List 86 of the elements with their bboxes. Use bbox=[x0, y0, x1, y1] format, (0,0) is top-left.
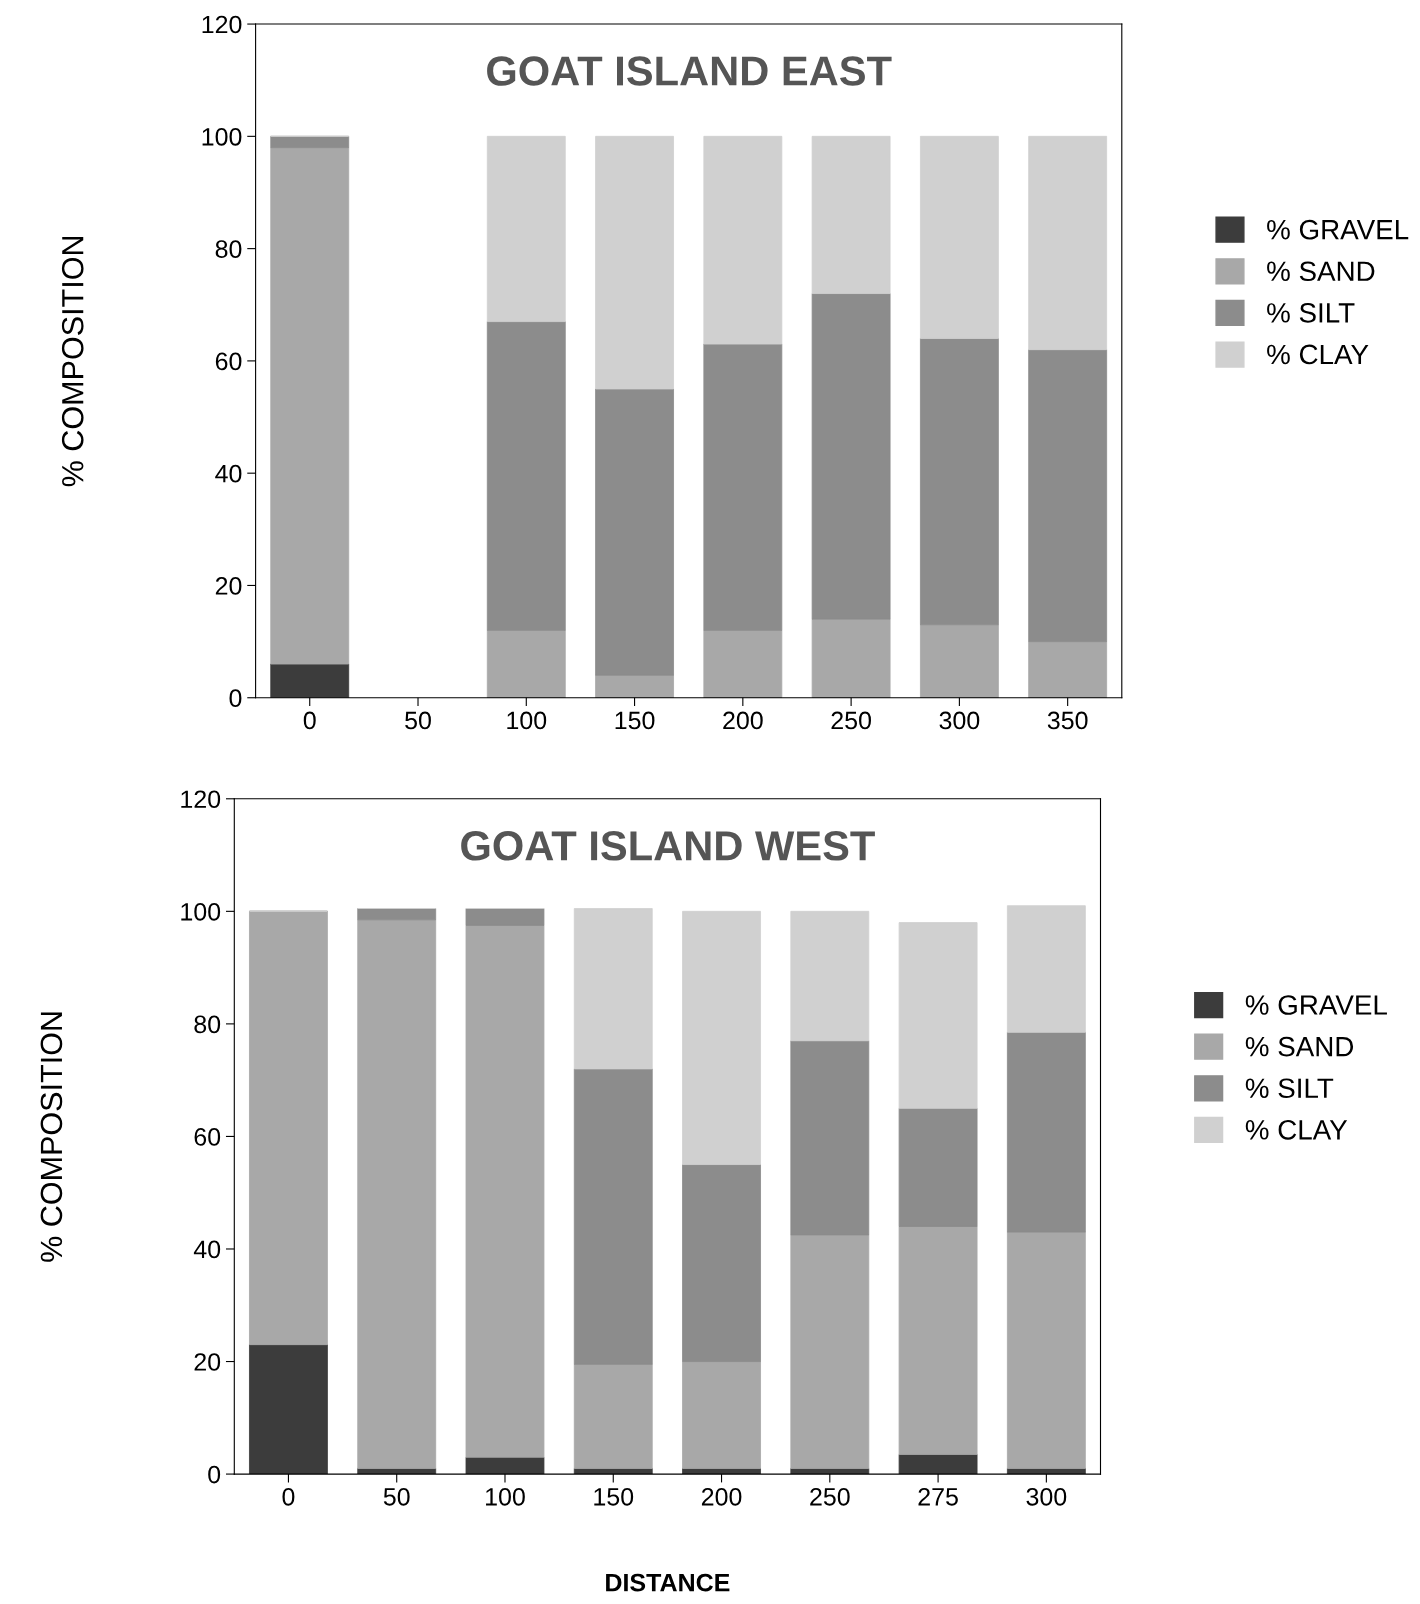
y-axis-title: % COMPOSITION bbox=[40, 1012, 63, 1262]
y-tick-label: 40 bbox=[215, 464, 242, 483]
bar bbox=[1028, 135, 1108, 351]
bar bbox=[682, 1361, 761, 1469]
legend-label: % GRAVEL bbox=[1245, 995, 1387, 1015]
x-tick-label: 300 bbox=[1026, 1487, 1067, 1506]
x-tick-label: 250 bbox=[810, 1487, 850, 1506]
bar bbox=[249, 1344, 328, 1475]
bar bbox=[486, 629, 566, 698]
bar bbox=[595, 674, 674, 698]
bar bbox=[486, 135, 566, 323]
y-tick-label: 0 bbox=[208, 1465, 221, 1484]
legend-label: % GRAVEL bbox=[1267, 219, 1409, 240]
legend-label: % SAND bbox=[1267, 261, 1375, 282]
bar bbox=[898, 1107, 978, 1227]
bar bbox=[573, 1068, 653, 1365]
bar bbox=[270, 663, 350, 698]
bar bbox=[682, 1164, 761, 1362]
bar bbox=[703, 135, 783, 345]
x-tick-label: 300 bbox=[939, 711, 980, 730]
text: GOAT ISLAND WEST bbox=[461, 831, 875, 861]
bar bbox=[595, 388, 674, 676]
x-tick-label: 50 bbox=[405, 711, 431, 730]
bar bbox=[790, 910, 870, 1042]
x-tick-label: 275 bbox=[918, 1487, 958, 1506]
bar bbox=[357, 919, 437, 1469]
x-tick-label: 150 bbox=[615, 711, 655, 730]
x-axis-title: DISTANCE bbox=[606, 1573, 730, 1592]
bar bbox=[573, 908, 653, 1070]
bar bbox=[898, 1226, 978, 1455]
bar bbox=[1006, 1031, 1086, 1233]
bar bbox=[811, 293, 891, 620]
x-tick-label: 200 bbox=[723, 711, 763, 730]
bar bbox=[1028, 349, 1108, 643]
bar bbox=[811, 618, 891, 698]
y-tick-label: 60 bbox=[215, 352, 242, 371]
y-tick-label: 100 bbox=[202, 127, 242, 146]
y-tick-label: 120 bbox=[181, 790, 221, 809]
bar bbox=[703, 343, 783, 631]
y-tick-label: 100 bbox=[181, 902, 221, 921]
bar bbox=[790, 1234, 870, 1469]
y-tick-label: 20 bbox=[194, 1353, 221, 1371]
bar bbox=[811, 135, 891, 294]
bar bbox=[919, 338, 999, 626]
bar bbox=[270, 135, 350, 148]
y-tick-label: 20 bbox=[215, 577, 242, 595]
y-tick-label: 80 bbox=[194, 1015, 221, 1034]
bar bbox=[682, 910, 761, 1165]
bar bbox=[898, 1453, 978, 1475]
bar bbox=[595, 135, 674, 390]
x-tick-label: 0 bbox=[303, 711, 316, 730]
legend-label: % SILT bbox=[1245, 1078, 1334, 1099]
text: GOAT ISLAND EAST bbox=[487, 56, 892, 86]
y-tick-label: 120 bbox=[202, 15, 242, 34]
x-tick-label: 50 bbox=[383, 1487, 410, 1506]
x-tick-label: 200 bbox=[701, 1487, 742, 1506]
bar bbox=[919, 135, 999, 339]
bar bbox=[270, 147, 350, 665]
bar bbox=[919, 624, 999, 698]
bar bbox=[790, 1040, 870, 1236]
bar bbox=[249, 910, 328, 1346]
legend-label: % SAND bbox=[1245, 1036, 1354, 1057]
bar bbox=[357, 908, 437, 921]
legend-label: % CLAY bbox=[1245, 1119, 1348, 1140]
bar bbox=[486, 321, 566, 631]
y-axis-title: % COMPOSITION bbox=[61, 236, 84, 487]
bar bbox=[1006, 905, 1086, 1033]
bar bbox=[465, 908, 545, 926]
x-tick-label: 350 bbox=[1047, 711, 1088, 730]
y-tick-label: 80 bbox=[215, 240, 242, 258]
legend-label: % CLAY bbox=[1267, 344, 1369, 365]
bar bbox=[703, 629, 783, 698]
bar bbox=[1028, 641, 1108, 698]
y-tick-label: 0 bbox=[229, 689, 242, 708]
y-tick-label: 60 bbox=[194, 1128, 221, 1146]
bar bbox=[898, 922, 978, 1109]
bar bbox=[1006, 1231, 1086, 1469]
bar bbox=[465, 924, 545, 1458]
x-tick-label: 100 bbox=[486, 1487, 525, 1506]
y-tick-label: 40 bbox=[193, 1240, 221, 1259]
x-tick-label: 100 bbox=[507, 711, 547, 730]
x-tick-label: 250 bbox=[831, 711, 871, 730]
x-tick-label: 150 bbox=[594, 1487, 634, 1506]
bar bbox=[573, 1363, 653, 1469]
legend-label: % SILT bbox=[1267, 303, 1355, 323]
x-tick-label: 0 bbox=[282, 1487, 295, 1506]
